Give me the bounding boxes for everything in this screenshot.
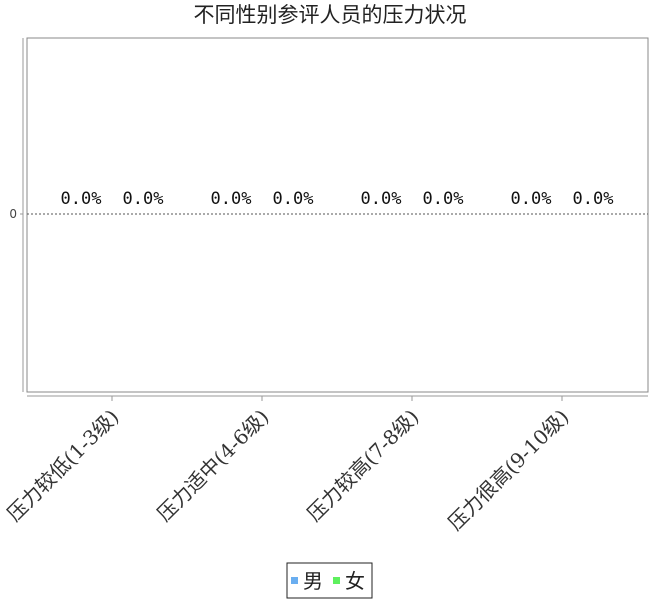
legend-swatch bbox=[333, 577, 340, 584]
data-label: 0.0% bbox=[273, 189, 314, 209]
data-label: 0.0% bbox=[361, 189, 402, 209]
chart-title: 不同性别参评人员的压力状况 bbox=[194, 3, 467, 27]
legend-box bbox=[286, 562, 373, 599]
x-category-label: 压力适中(4-6级) bbox=[152, 405, 273, 526]
data-label: 0.0% bbox=[61, 189, 102, 209]
data-label: 0.0% bbox=[211, 189, 252, 209]
legend-label: 男 bbox=[303, 569, 323, 593]
y-tick-label: 0 bbox=[9, 207, 17, 221]
legend-label: 女 bbox=[345, 569, 365, 593]
data-label: 0.0% bbox=[423, 189, 464, 209]
x-category-label: 压力较高(7-8级) bbox=[302, 405, 423, 526]
data-label: 0.0% bbox=[511, 189, 552, 209]
data-label: 0.0% bbox=[123, 189, 164, 209]
plot-area bbox=[26, 37, 649, 393]
data-label: 0.0% bbox=[573, 189, 614, 209]
x-category-label: 压力较低(1-3级) bbox=[2, 405, 123, 526]
x-category-label: 压力很高(9-10级) bbox=[443, 405, 573, 535]
legend-swatch bbox=[291, 577, 298, 584]
